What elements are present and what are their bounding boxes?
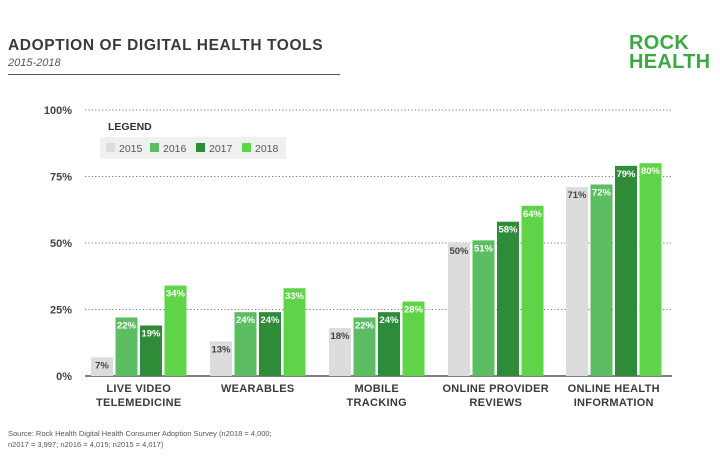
legend-label-2015: 2015 xyxy=(119,143,143,155)
bar-2015 xyxy=(566,187,588,376)
bar-2015 xyxy=(210,341,232,376)
legend-box xyxy=(100,137,286,159)
data-label: 58% xyxy=(498,225,518,236)
data-label: 7% xyxy=(95,360,109,371)
chart-subtitle: 2015-2018 xyxy=(8,57,61,69)
bar-2017 xyxy=(378,312,400,376)
bar-2017 xyxy=(615,165,637,376)
data-label: 80% xyxy=(641,166,661,177)
bar-2018 xyxy=(164,285,187,376)
legend-label-2017: 2017 xyxy=(209,143,233,155)
data-label: 18% xyxy=(330,331,350,342)
category-label: TRACKING xyxy=(347,397,407,409)
y-tick-label: 25% xyxy=(50,305,72,317)
bar-2016 xyxy=(234,312,257,376)
category-label: REVIEWS xyxy=(469,397,522,409)
data-label: 24% xyxy=(260,315,280,326)
legend-swatch-2016 xyxy=(150,143,159,152)
data-label: 51% xyxy=(474,243,494,254)
bar-2015 xyxy=(448,243,470,376)
category-label: WEARABLES xyxy=(221,383,295,395)
data-label: 79% xyxy=(616,169,636,180)
bar-2017 xyxy=(140,325,162,376)
category-label: INFORMATION xyxy=(574,397,654,409)
data-label: 28% xyxy=(404,305,424,316)
source-note: Source: Rock Health Digital Health Consu… xyxy=(8,428,428,450)
y-tick-label: 75% xyxy=(50,172,72,184)
y-tick-label: 50% xyxy=(50,238,72,250)
data-label: 19% xyxy=(141,328,161,339)
bar-2018 xyxy=(283,288,306,376)
data-label: 71% xyxy=(567,190,587,201)
bar-2018 xyxy=(521,205,544,376)
category-label: TELEMEDICINE xyxy=(96,397,182,409)
logo-line-2: HEALTH xyxy=(629,51,711,73)
category-label: ONLINE PROVIDER xyxy=(442,383,549,395)
bar-2015 xyxy=(329,328,351,376)
bar-2016 xyxy=(472,240,495,376)
bar-2017 xyxy=(259,312,281,376)
data-label: 13% xyxy=(211,344,231,355)
bar-2017 xyxy=(497,221,519,376)
bar-2016 xyxy=(590,184,613,376)
bar-2018 xyxy=(639,163,662,376)
bar-2016 xyxy=(115,317,138,376)
y-tick-label: 0% xyxy=(56,371,72,383)
data-label: 22% xyxy=(355,320,375,331)
data-label: 34% xyxy=(166,289,186,300)
rock-health-logo: ROCK HEALTH xyxy=(629,32,713,73)
data-label: 64% xyxy=(523,209,543,220)
bar-chart: 0% 25% 50% 75% 100% 7% 13% 18% 50% 71% 22% 24% 22% 51… xyxy=(44,105,672,409)
legend-swatch-2017 xyxy=(196,143,205,152)
data-label: 24% xyxy=(236,315,256,326)
source-line-1: Source: Rock Health Digital Health Consu… xyxy=(8,429,272,438)
legend-title: LEGEND xyxy=(108,121,152,133)
legend-swatch-2015 xyxy=(106,143,115,152)
source-line-2: n2017 = 3,997; n2016 = 4,015; n2015 = 4,… xyxy=(8,440,164,449)
logo-line-1: ROCK xyxy=(629,32,690,54)
legend-swatch-2018 xyxy=(242,143,251,152)
chart-title: ADOPTION OF DIGITAL HEALTH TOOLS xyxy=(8,37,324,54)
data-label: 50% xyxy=(449,246,469,257)
legend-label-2018: 2018 xyxy=(255,143,279,155)
title-divider xyxy=(8,74,340,75)
category-label: ONLINE HEALTH xyxy=(568,383,660,395)
data-label: 24% xyxy=(379,315,399,326)
bar-2016 xyxy=(353,317,376,376)
y-tick-label: 100% xyxy=(44,105,72,117)
data-label: 22% xyxy=(117,320,137,331)
bar-2018 xyxy=(402,301,425,376)
category-label: MOBILE xyxy=(354,383,399,395)
category-label: LIVE VIDEO xyxy=(106,383,171,395)
data-label: 72% xyxy=(592,187,612,198)
bar-2015 xyxy=(91,357,113,376)
legend-label-2016: 2016 xyxy=(163,143,187,155)
data-label: 33% xyxy=(285,291,305,302)
